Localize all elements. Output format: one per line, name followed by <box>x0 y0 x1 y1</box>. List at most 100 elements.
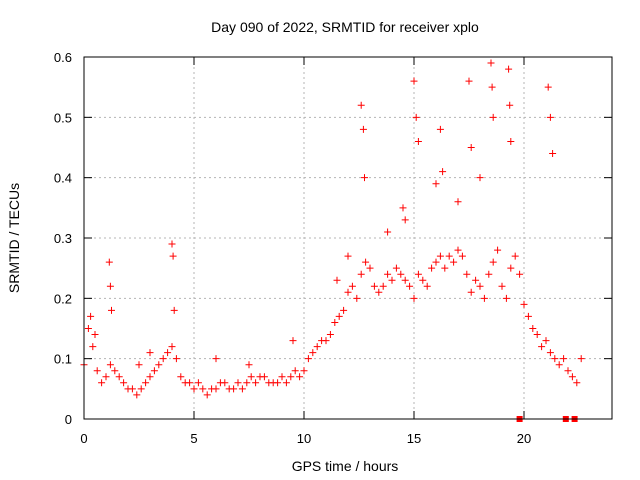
data-point <box>230 385 238 393</box>
data-point <box>507 137 515 145</box>
data-point <box>463 270 471 278</box>
data-point <box>555 361 563 369</box>
grid <box>84 57 612 419</box>
data-point <box>551 355 559 363</box>
data-point <box>458 252 466 260</box>
data-point <box>199 385 207 393</box>
data-point <box>120 379 128 387</box>
data-point <box>564 367 572 375</box>
data-point <box>546 349 554 357</box>
data-point <box>89 343 97 351</box>
data-point <box>300 367 308 375</box>
data-point <box>384 270 392 278</box>
data-point <box>489 258 497 266</box>
y-axis-title: SRMTID / TECUs <box>6 183 22 293</box>
data-point <box>91 331 99 339</box>
data-point <box>560 355 568 363</box>
data-point <box>128 385 136 393</box>
data-point <box>146 349 154 357</box>
data-point <box>87 312 95 320</box>
data-point <box>348 282 356 290</box>
data-point <box>344 252 352 260</box>
data-point <box>212 355 220 363</box>
data-point <box>401 216 409 224</box>
data-point <box>155 361 163 369</box>
data-point <box>102 373 110 381</box>
data-point <box>487 59 495 67</box>
data-point <box>274 379 282 387</box>
data-point <box>203 391 211 399</box>
axis-ticks: 0 0.1 0.2 0.3 0.4 0.5 0.6 0 5 10 15 20 <box>54 50 612 446</box>
data-point <box>476 282 484 290</box>
y-tick-label: 0.5 <box>54 110 72 125</box>
data-point <box>412 113 420 121</box>
data-point <box>194 379 202 387</box>
data-point <box>133 391 141 399</box>
data-point <box>432 180 440 188</box>
data-point <box>357 101 365 109</box>
data-point <box>362 258 370 266</box>
data-point <box>287 373 295 381</box>
data-point <box>410 77 418 85</box>
data-point <box>397 270 405 278</box>
y-tick-label: 0.1 <box>54 352 72 367</box>
y-tick-label: 0.3 <box>54 231 72 246</box>
data-point <box>142 379 150 387</box>
data-point <box>169 252 177 260</box>
x-tick-label: 10 <box>297 431 311 446</box>
data-point <box>538 343 546 351</box>
data-point <box>322 337 330 345</box>
data-point <box>170 306 178 314</box>
data-point <box>476 174 484 182</box>
data-point <box>172 355 180 363</box>
data-point <box>115 373 123 381</box>
data-point <box>353 294 361 302</box>
data-point <box>546 113 554 121</box>
plot-frame <box>83 56 613 420</box>
data-point <box>436 252 444 260</box>
data-point <box>533 331 541 339</box>
data-point <box>392 264 400 272</box>
data-point <box>428 264 436 272</box>
data-point <box>454 198 462 206</box>
data-point <box>278 373 286 381</box>
data-point <box>529 325 537 332</box>
data-point <box>414 270 422 278</box>
x-tick-label: 0 <box>80 431 87 446</box>
data-point <box>105 258 113 266</box>
data-point <box>549 150 557 158</box>
data-point <box>304 355 312 363</box>
data-point <box>489 113 497 121</box>
data-point <box>506 101 514 109</box>
data-point <box>441 264 449 272</box>
data-point <box>445 252 453 260</box>
data-point <box>159 355 167 363</box>
data-point <box>361 174 368 182</box>
data-point <box>289 337 297 345</box>
data-point <box>467 144 475 151</box>
data-point <box>344 288 352 296</box>
data-point <box>309 349 317 357</box>
data-point <box>401 276 409 284</box>
x-axis-title: GPS time / hours <box>292 458 399 474</box>
data-point <box>335 312 343 320</box>
data-point <box>359 125 367 133</box>
data-point <box>190 385 198 393</box>
data-point <box>488 83 496 91</box>
data-point <box>326 331 334 339</box>
x-tick-label: 15 <box>407 431 421 446</box>
data-point <box>366 264 374 272</box>
y-tick-label: 0 <box>65 412 72 427</box>
data-point <box>106 282 114 290</box>
data-point <box>164 349 172 357</box>
data-point <box>384 228 392 236</box>
data-point <box>419 276 427 284</box>
data-point <box>243 379 251 387</box>
data-point <box>505 65 513 73</box>
data-point <box>414 137 422 145</box>
x-tick-label: 5 <box>190 431 197 446</box>
data-point <box>406 282 414 290</box>
data-point <box>370 282 378 290</box>
data-point <box>296 373 304 381</box>
